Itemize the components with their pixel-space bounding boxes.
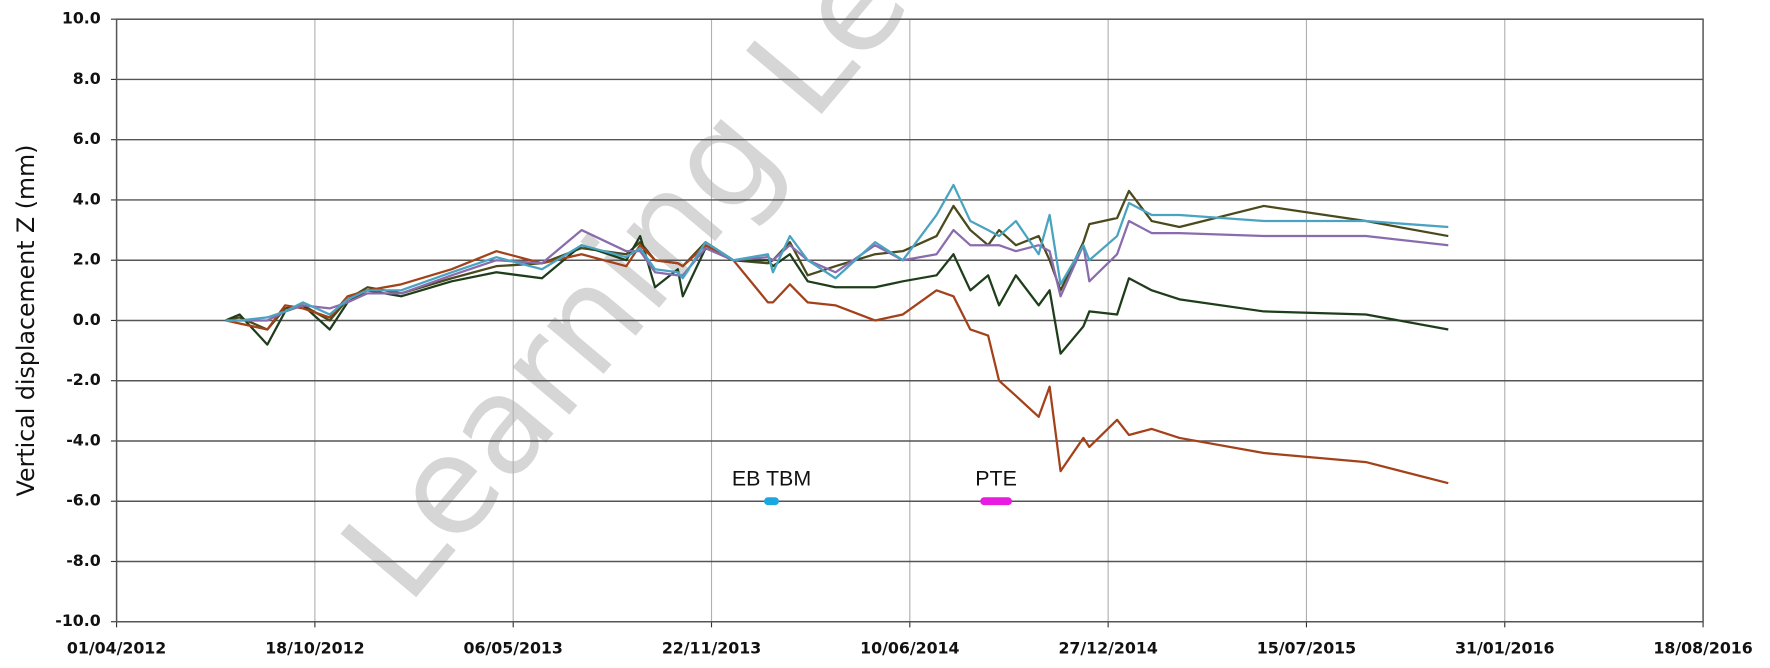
y-tick-label: 4.0 <box>73 189 101 208</box>
series-line <box>225 244 1449 485</box>
x-tick-label: 15/07/2015 <box>1257 638 1356 657</box>
y-tick-label: 10.0 <box>62 9 101 28</box>
y-axis-label: Vertical displacement Z (mm) <box>12 145 40 497</box>
series-line <box>225 234 1449 355</box>
y-tick-label: 0.0 <box>73 310 101 329</box>
plot-border <box>115 18 1704 623</box>
y-tick-label: -2.0 <box>66 370 101 389</box>
y-tick-label: -10.0 <box>55 611 101 630</box>
x-tick-label: 31/01/2016 <box>1455 638 1554 657</box>
y-tick-label: 6.0 <box>73 129 101 148</box>
annotation-label: EB TBM <box>732 466 811 490</box>
y-tick-label: -4.0 <box>66 430 101 449</box>
series-line <box>225 219 1449 322</box>
y-tick-label: 8.0 <box>73 69 101 88</box>
x-tick-label: 27/12/2014 <box>1058 638 1157 657</box>
watermark: Learning Le <box>311 0 938 628</box>
x-tick-label: 18/08/2016 <box>1653 638 1752 657</box>
y-tick-label: -8.0 <box>66 551 101 570</box>
x-tick-label: 10/06/2014 <box>860 638 959 657</box>
annotation-label: PTE <box>975 466 1017 490</box>
series-line <box>225 183 1449 322</box>
x-tick-label: 22/11/2013 <box>662 638 761 657</box>
x-tick-label: 01/04/2012 <box>67 638 166 657</box>
x-tick-label: 18/10/2012 <box>265 638 364 657</box>
x-tick-label: 06/05/2013 <box>464 638 563 657</box>
y-tick-label: 2.0 <box>73 250 101 269</box>
y-tick-label: -6.0 <box>66 491 101 510</box>
